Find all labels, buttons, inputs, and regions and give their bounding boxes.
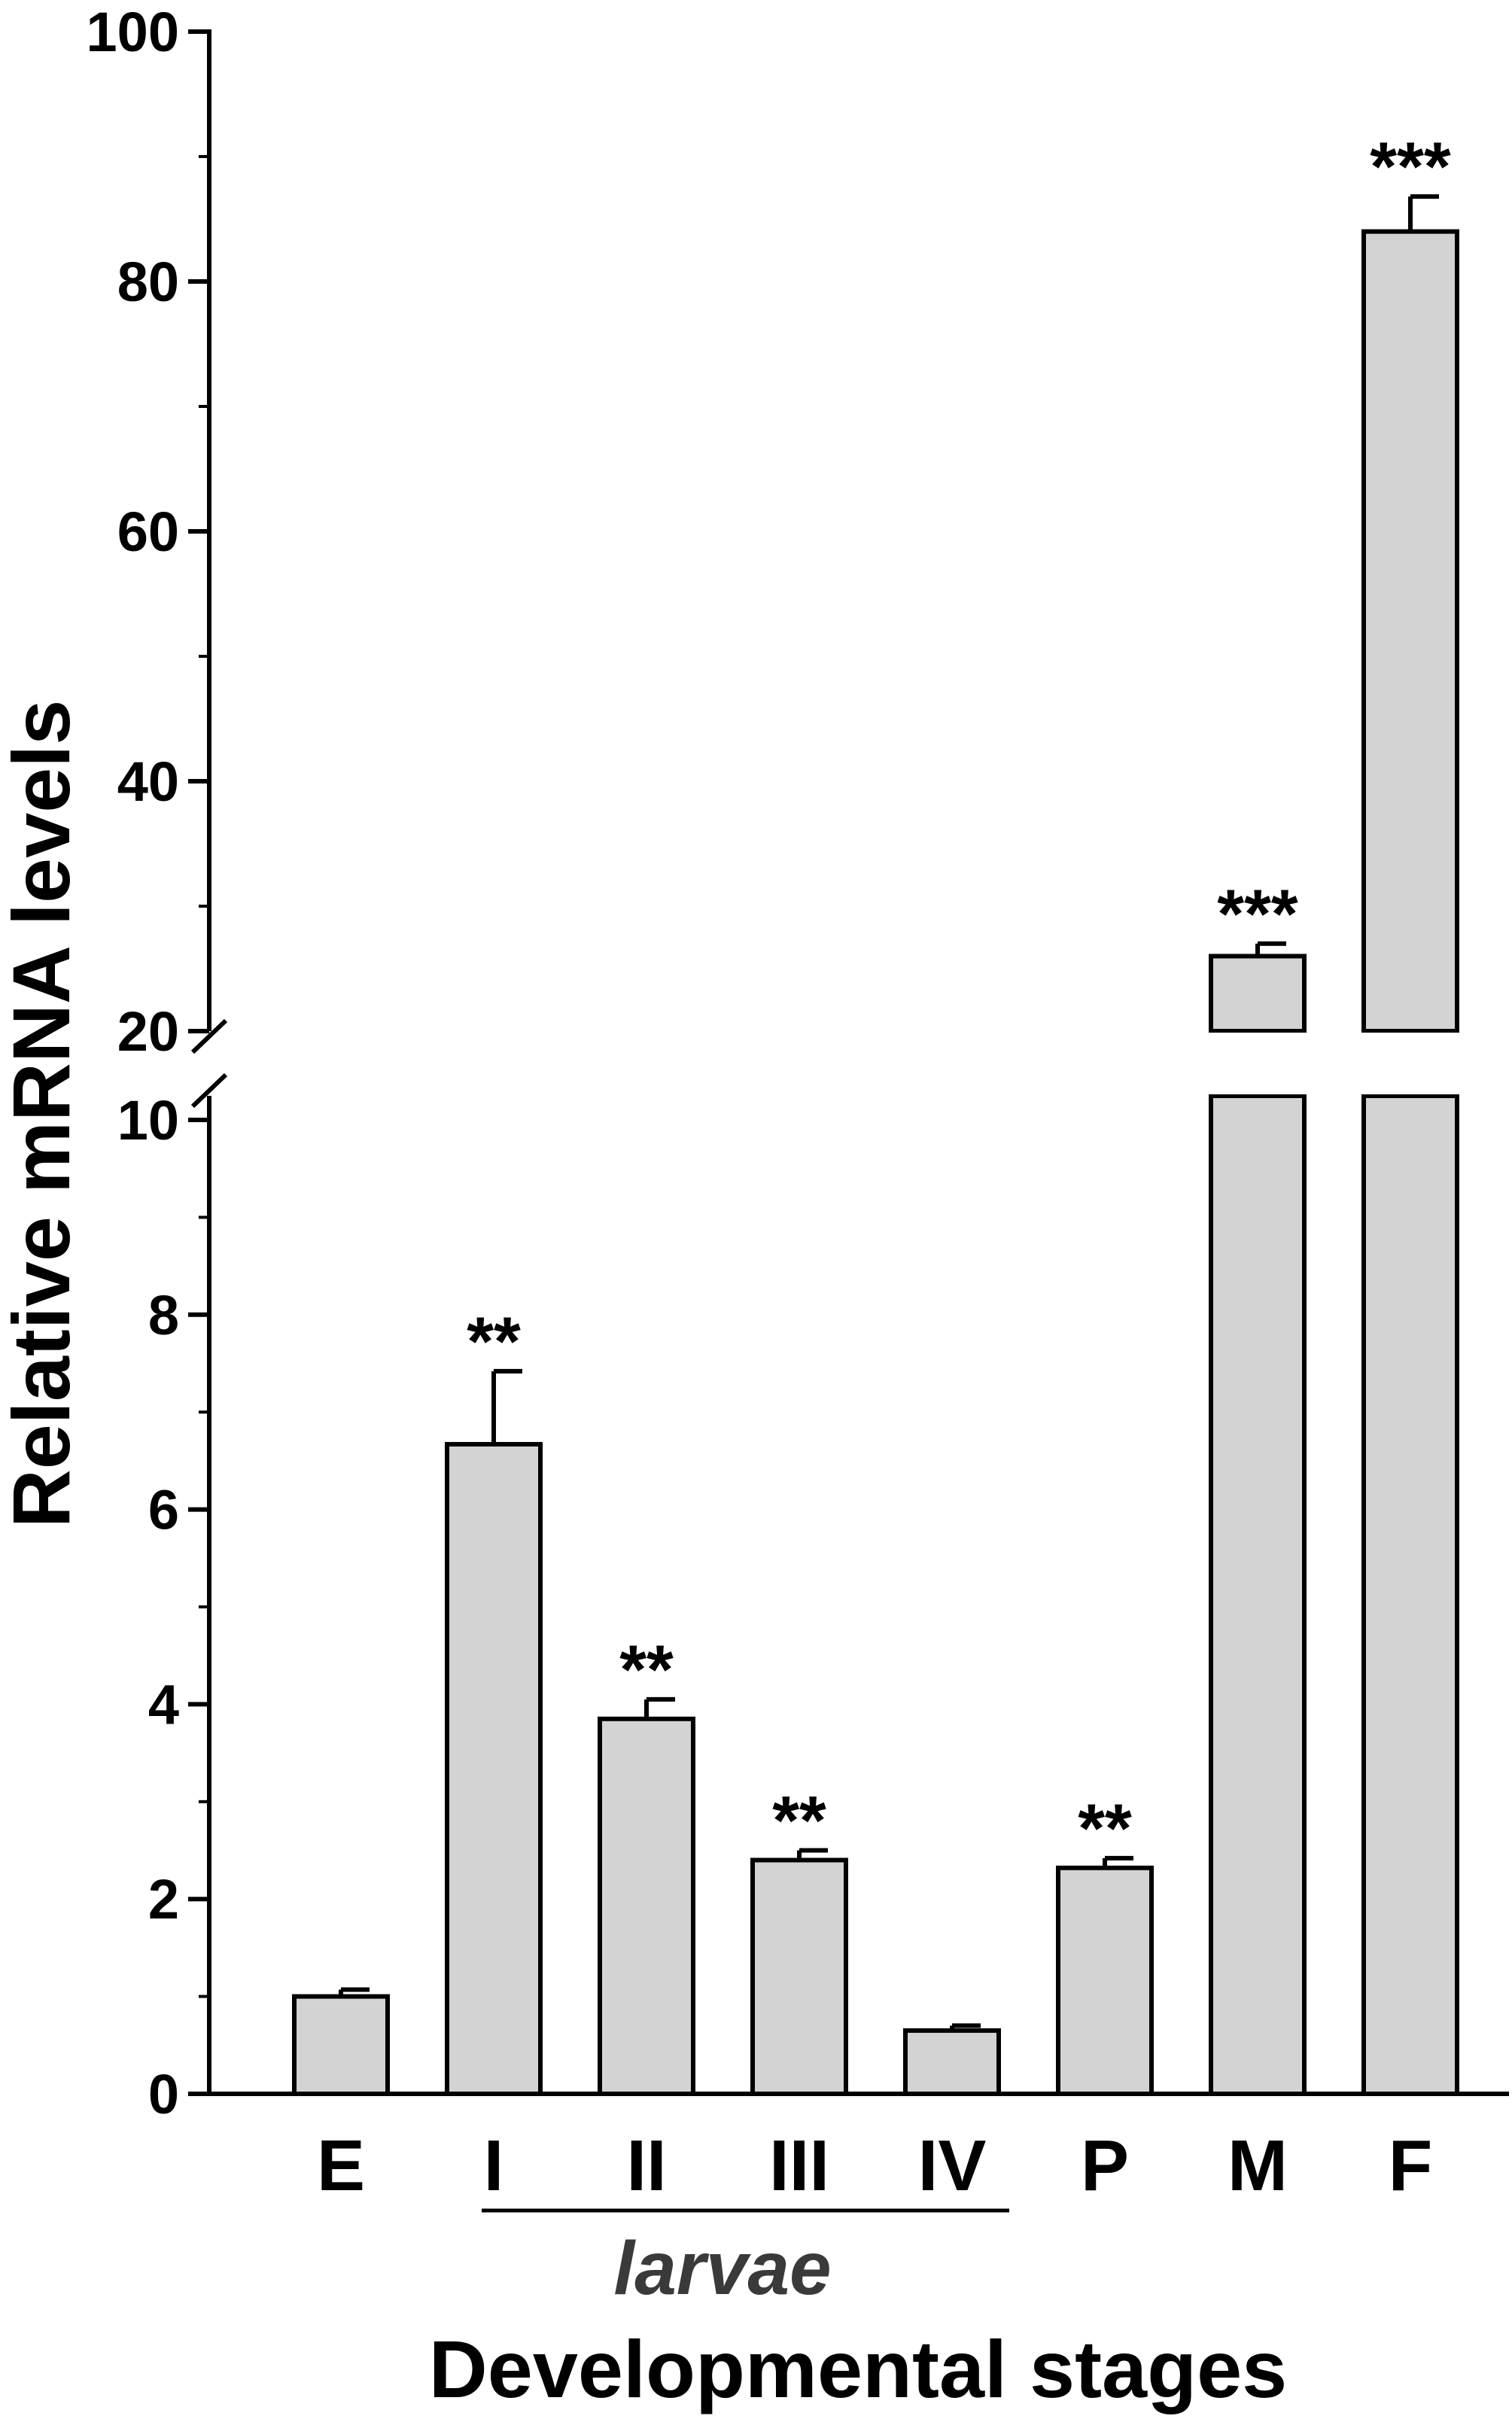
- bar-II: [598, 1716, 695, 2097]
- y-tick-label-40: 40: [117, 750, 179, 813]
- category-label-F: F: [1389, 2125, 1433, 2206]
- axis-break-mark-upper: [190, 1018, 228, 1054]
- y-tick-label-4: 4: [148, 1673, 179, 1736]
- category-label-II: II: [626, 2125, 666, 2206]
- significance-M: ***: [1217, 876, 1298, 953]
- category-label-M: M: [1228, 2125, 1288, 2206]
- y-axis-title: Relative mRNA levels: [0, 700, 87, 1529]
- y-tick-label-10: 10: [117, 1089, 179, 1152]
- y-tick-label-20: 20: [117, 1000, 179, 1063]
- bar-I: [445, 1441, 543, 2096]
- bar-F-upper: [1361, 229, 1459, 1034]
- y-tick-label-0: 0: [148, 2063, 179, 2125]
- significance-I: **: [467, 1304, 521, 1380]
- y-tick-label-100: 100: [87, 1, 179, 63]
- bar-P: [1056, 1865, 1154, 2096]
- plot-area: E ** I ** II ** III IV ** P *** M *** F 0 2 4 6 8 10 20 40 60 8…: [87, 1, 1509, 2213]
- y-tick-label-80: 80: [117, 251, 179, 313]
- larvae-group-label: larvae: [613, 2226, 831, 2311]
- category-label-P: P: [1081, 2125, 1129, 2206]
- category-label-E: E: [317, 2125, 365, 2206]
- axis-break-mark-lower: [190, 1073, 228, 1109]
- x-axis-title: Developmental stages: [429, 2323, 1287, 2414]
- significance-P: **: [1078, 1791, 1132, 1867]
- y-tick-label-60: 60: [117, 501, 179, 563]
- category-label-IV: IV: [918, 2125, 987, 2206]
- bar-III: [750, 1858, 848, 2096]
- category-label-I: I: [484, 2125, 504, 2206]
- bar-E: [292, 1994, 390, 2097]
- significance-II: **: [619, 1632, 674, 1708]
- bar-M-break-gap: [1208, 1033, 1307, 1094]
- bar-M-upper: [1209, 954, 1307, 1034]
- y-tick-label-6: 6: [148, 1479, 179, 1541]
- y-tick-label-8: 8: [148, 1284, 179, 1346]
- bar-M-lower: [1209, 1094, 1307, 2096]
- bar-F-lower: [1361, 1094, 1459, 2096]
- category-label-III: III: [769, 2125, 829, 2206]
- bar-IV: [903, 2028, 1001, 2096]
- significance-III: **: [772, 1783, 826, 1860]
- y-tick-label-2: 2: [148, 1868, 179, 1931]
- bar-F-break-gap: [1361, 1033, 1460, 1094]
- significance-F: ***: [1370, 129, 1451, 205]
